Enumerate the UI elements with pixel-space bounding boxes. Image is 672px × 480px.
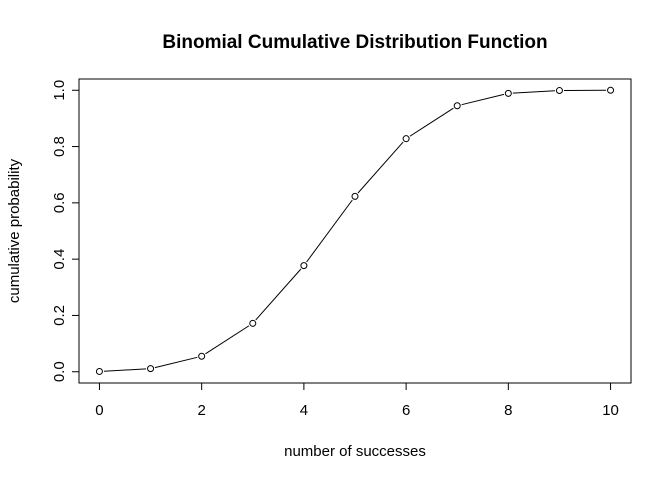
cdf-line-segment: [357, 141, 404, 194]
cdf-line-segment: [103, 368, 147, 372]
cdf-point: [198, 352, 206, 360]
cdf-line-segment: [409, 107, 454, 137]
x-tick-label: 2: [197, 402, 205, 419]
cdf-point: [504, 89, 512, 97]
cdf-line-segment: [512, 90, 555, 94]
cdf-series-points: [95, 86, 615, 375]
cdf-line-segment: [255, 268, 302, 321]
cdf-point: [95, 367, 103, 375]
y-axis-label: cumulative probability: [6, 158, 23, 303]
x-tick-label: 6: [402, 402, 410, 419]
cdf-series-line: [103, 89, 607, 372]
cdf-point: [555, 87, 563, 95]
cdf-point: [607, 86, 615, 94]
y-tick-label: 1.0: [51, 80, 68, 101]
cdf-point: [249, 319, 257, 327]
x-tick-label: 4: [300, 402, 308, 419]
cdf-point: [402, 135, 410, 143]
x-tick-label: 8: [504, 402, 512, 419]
chart-title: Binomial Cumulative Distribution Functio…: [162, 32, 547, 53]
cdf-line-segment: [461, 93, 505, 106]
x-tick-label: 10: [602, 402, 619, 419]
cdf-point: [453, 102, 461, 110]
y-tick-label: 0.0: [51, 361, 68, 382]
cdf-point: [300, 262, 308, 270]
cdf-line-segment: [154, 356, 198, 369]
y-axis-ticks: 0.0 0.2 0.4 0.6 0.8 1.0: [51, 80, 79, 382]
cdf-line-segment: [306, 199, 353, 263]
cdf-point: [147, 365, 155, 373]
cdf-line-segment: [205, 325, 250, 355]
x-axis-ticks: 0 2 4 6 8 10: [95, 383, 619, 419]
y-tick-label: 0.4: [51, 249, 68, 270]
cdf-point: [351, 192, 359, 200]
x-axis-label: number of successes: [284, 443, 426, 460]
y-tick-label: 0.8: [51, 136, 68, 157]
x-tick-label: 0: [95, 402, 103, 419]
y-tick-label: 0.6: [51, 192, 68, 213]
y-tick-label: 0.2: [51, 305, 68, 326]
